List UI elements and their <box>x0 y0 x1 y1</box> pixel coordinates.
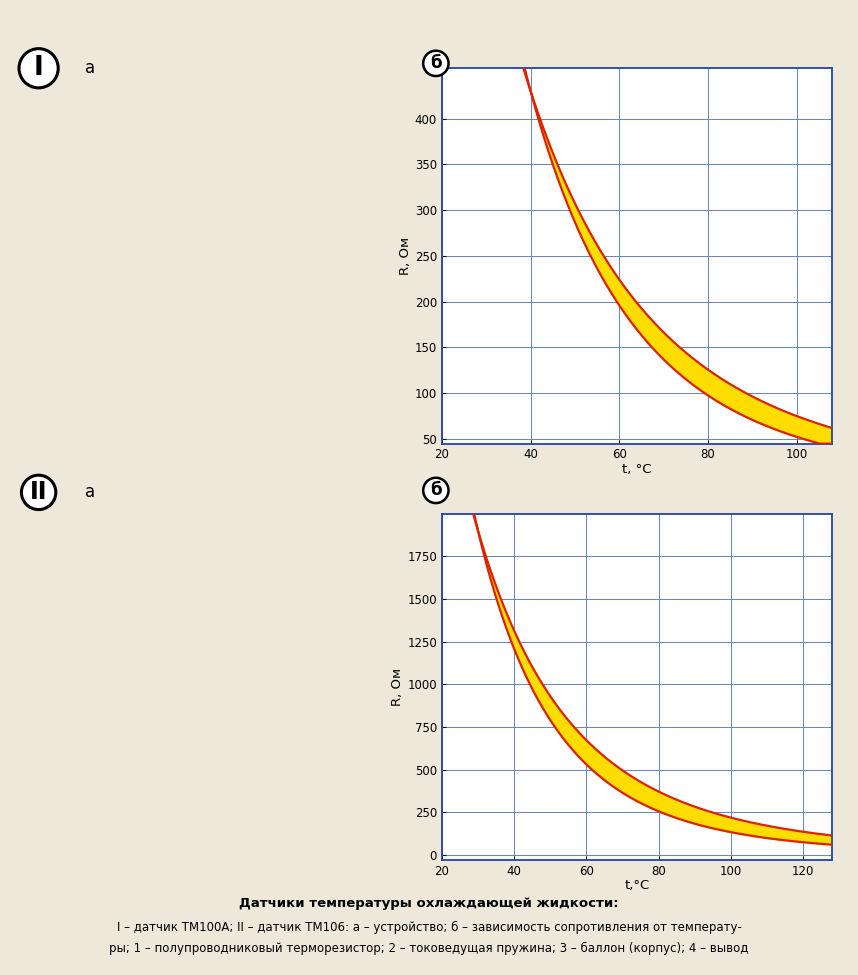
X-axis label: t,°C: t,°C <box>625 879 650 892</box>
Text: I: I <box>33 56 44 81</box>
Text: I – датчик ТМ100А; II – датчик ТМ106: а – устройство; б – зависимость сопротивле: I – датчик ТМ100А; II – датчик ТМ106: а … <box>117 920 741 934</box>
Text: а: а <box>85 484 95 501</box>
Text: б: б <box>430 55 442 72</box>
Y-axis label: R, Ом: R, Ом <box>399 237 412 275</box>
Text: б: б <box>430 482 442 499</box>
Text: II: II <box>30 481 47 504</box>
Text: Датчики температуры охлаждающей жидкости:: Датчики температуры охлаждающей жидкости… <box>239 897 619 911</box>
Text: ры; 1 – полупроводниковый терморезистор; 2 – токоведущая пружина; 3 – баллон (ко: ры; 1 – полупроводниковый терморезистор;… <box>109 942 749 956</box>
Y-axis label: R, Ом: R, Ом <box>391 668 404 706</box>
Text: а: а <box>85 59 95 77</box>
X-axis label: t, °C: t, °C <box>622 463 652 476</box>
